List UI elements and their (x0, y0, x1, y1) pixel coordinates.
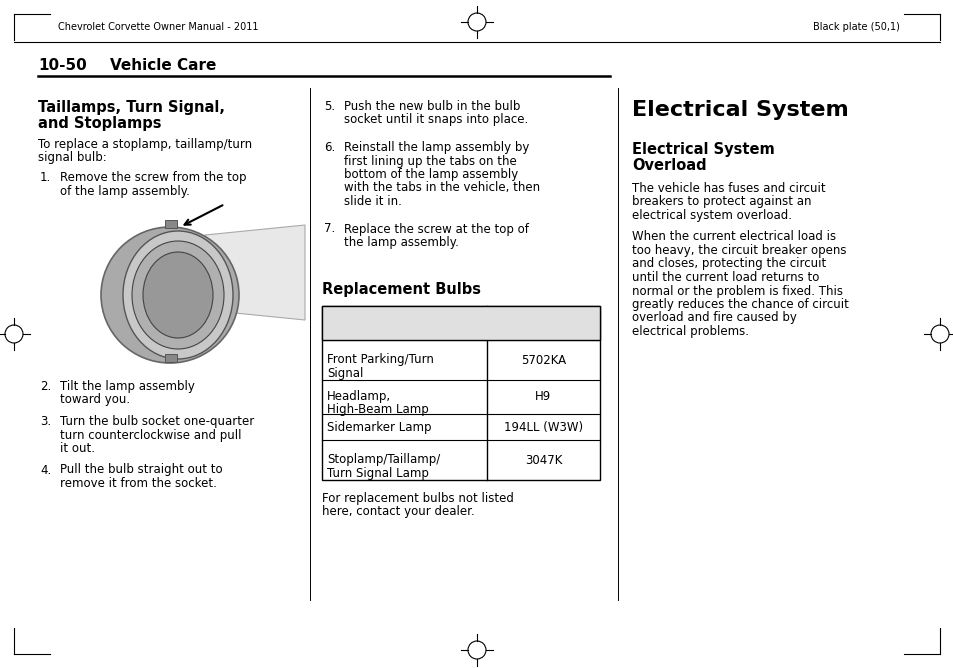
Text: Number: Number (517, 325, 569, 337)
Text: breakers to protect against an: breakers to protect against an (631, 196, 811, 208)
Text: Signal: Signal (327, 367, 363, 379)
Text: and Stoplamps: and Stoplamps (38, 116, 161, 131)
Text: Reinstall the lamp assembly by: Reinstall the lamp assembly by (344, 141, 529, 154)
Text: Turn Signal Lamp: Turn Signal Lamp (327, 466, 429, 480)
Text: Stoplamp/Taillamp/: Stoplamp/Taillamp/ (327, 453, 439, 466)
Text: it out.: it out. (60, 442, 95, 455)
Text: For replacement bulbs not listed: For replacement bulbs not listed (322, 492, 514, 505)
Text: Chevrolet Corvette Owner Manual - 2011: Chevrolet Corvette Owner Manual - 2011 (58, 22, 258, 32)
Text: Black plate (50,1): Black plate (50,1) (812, 22, 899, 32)
Text: remove it from the socket.: remove it from the socket. (60, 477, 216, 490)
Polygon shape (205, 225, 305, 320)
Text: When the current electrical load is: When the current electrical load is (631, 230, 835, 244)
Text: of the lamp assembly.: of the lamp assembly. (60, 184, 190, 198)
Bar (98, 220, 273, 360)
Text: toward you.: toward you. (60, 393, 130, 407)
Ellipse shape (143, 252, 213, 338)
Text: Front Parking/Turn: Front Parking/Turn (327, 353, 434, 366)
Text: greatly reduces the chance of circuit: greatly reduces the chance of circuit (631, 298, 848, 311)
Text: too heavy, the circuit breaker opens: too heavy, the circuit breaker opens (631, 244, 845, 257)
Text: first lining up the tabs on the: first lining up the tabs on the (344, 154, 517, 168)
Text: bottom of the lamp assembly: bottom of the lamp assembly (344, 168, 517, 181)
Bar (165, 220, 177, 228)
Text: 1.: 1. (40, 171, 51, 184)
Text: overload and fire caused by: overload and fire caused by (631, 311, 796, 325)
Text: the lamp assembly.: the lamp assembly. (344, 236, 458, 249)
Text: Taillamps, Turn Signal,: Taillamps, Turn Signal, (38, 100, 225, 115)
Text: 3047K: 3047K (524, 454, 561, 466)
Text: Vehicle Care: Vehicle Care (110, 57, 216, 73)
Text: The vehicle has fuses and circuit: The vehicle has fuses and circuit (631, 182, 824, 195)
Text: normal or the problem is fixed. This: normal or the problem is fixed. This (631, 285, 842, 297)
Text: slide it in.: slide it in. (344, 195, 401, 208)
Text: 3.: 3. (40, 415, 51, 428)
Text: Push the new bulb in the bulb: Push the new bulb in the bulb (344, 100, 519, 113)
Text: Replace the screw at the top of: Replace the screw at the top of (344, 222, 528, 236)
Text: Turn the bulb socket one-quarter: Turn the bulb socket one-quarter (60, 415, 254, 428)
Text: until the current load returns to: until the current load returns to (631, 271, 819, 284)
Text: 7.: 7. (324, 222, 335, 236)
Text: 2.: 2. (40, 380, 51, 393)
Text: H9: H9 (535, 391, 551, 403)
Bar (165, 354, 177, 362)
Text: Remove the screw from the top: Remove the screw from the top (60, 171, 246, 184)
Bar (322, 306, 599, 340)
Text: Electrical System: Electrical System (631, 100, 848, 120)
Text: electrical system overload.: electrical system overload. (631, 209, 791, 222)
Text: Sidemarker Lamp: Sidemarker Lamp (327, 420, 431, 434)
Text: 5702KA: 5702KA (520, 353, 565, 367)
Bar (322, 306, 599, 480)
Text: To replace a stoplamp, taillamp/turn: To replace a stoplamp, taillamp/turn (38, 138, 252, 151)
Text: signal bulb:: signal bulb: (38, 152, 107, 164)
Ellipse shape (132, 241, 224, 349)
Text: 194LL (W3W): 194LL (W3W) (503, 420, 582, 434)
Ellipse shape (123, 231, 233, 359)
Text: Pull the bulb straight out to: Pull the bulb straight out to (60, 464, 222, 476)
Text: turn counterclockwise and pull: turn counterclockwise and pull (60, 428, 241, 442)
Text: Bulb: Bulb (528, 313, 558, 325)
Text: Overload: Overload (631, 158, 706, 173)
Text: Electrical System: Electrical System (631, 142, 774, 157)
Text: electrical problems.: electrical problems. (631, 325, 748, 338)
Ellipse shape (101, 227, 239, 363)
Text: Replacement Bulbs: Replacement Bulbs (322, 282, 480, 297)
Text: with the tabs in the vehicle, then: with the tabs in the vehicle, then (344, 182, 539, 194)
Text: 10-50: 10-50 (38, 57, 87, 73)
Text: socket until it snaps into place.: socket until it snaps into place. (344, 114, 528, 126)
Text: 5.: 5. (324, 100, 335, 113)
Text: and closes, protecting the circuit: and closes, protecting the circuit (631, 257, 825, 271)
Text: here, contact your dealer.: here, contact your dealer. (322, 506, 475, 518)
Text: Exterior Lamp: Exterior Lamp (357, 317, 451, 329)
Text: High-Beam Lamp: High-Beam Lamp (327, 403, 428, 417)
Text: Headlamp,: Headlamp, (327, 390, 391, 403)
Text: 6.: 6. (324, 141, 335, 154)
Text: 4.: 4. (40, 464, 51, 476)
Text: Tilt the lamp assembly: Tilt the lamp assembly (60, 380, 194, 393)
